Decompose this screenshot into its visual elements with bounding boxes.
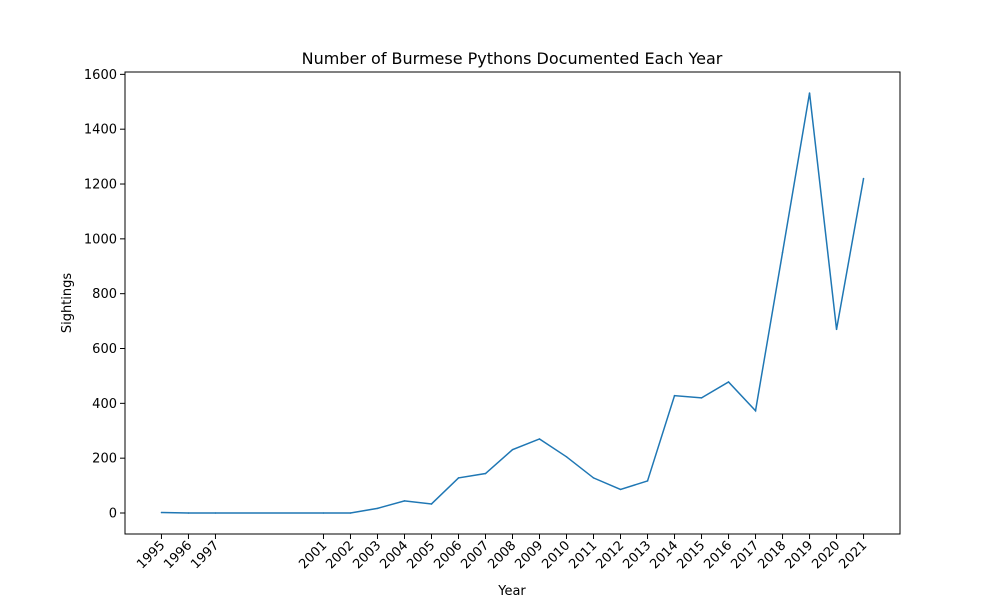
y-tick-label: 1400 — [84, 123, 117, 138]
x-tick-label: 2019 — [782, 538, 816, 572]
data-point — [646, 480, 649, 482]
x-tick-label: 2008 — [485, 538, 519, 572]
y-axis: 0 200 400 600 800 1000 1200 1400 1600 — [84, 68, 125, 522]
y-tick-label: 1000 — [84, 232, 117, 247]
chart-title: Number of Burmese Pythons Documented Eac… — [302, 49, 723, 68]
x-tick-label: 2012 — [593, 538, 627, 572]
x-tick-label: 2003 — [350, 538, 384, 572]
x-tick-label: 2007 — [458, 538, 492, 572]
x-tick-label: 2021 — [836, 538, 870, 572]
x-tick-label: 2001 — [296, 538, 330, 572]
data-point — [727, 381, 730, 383]
x-tick-label: 2005 — [404, 538, 438, 572]
data-point — [862, 177, 865, 180]
x-tick-label: 1996 — [161, 538, 195, 572]
data-point — [187, 512, 190, 514]
data-point — [511, 448, 514, 451]
data-point — [808, 92, 811, 94]
x-tick-label: 2013 — [620, 538, 654, 572]
data-point — [673, 394, 676, 397]
data-point — [484, 472, 487, 475]
data-point — [781, 251, 784, 254]
data-point — [835, 328, 838, 331]
x-tick-label: 2020 — [809, 538, 843, 572]
data-point — [700, 397, 703, 399]
y-tick-label: 1200 — [84, 178, 117, 193]
x-tick-label: 2004 — [377, 538, 411, 572]
x-tick-label: 1997 — [188, 538, 222, 572]
y-tick-label: 600 — [92, 342, 117, 357]
x-tick-label: 2017 — [728, 538, 762, 572]
x-tick-label: 2002 — [323, 538, 357, 572]
y-axis-label: Sightings — [60, 273, 75, 334]
x-tick-label: 2016 — [701, 538, 735, 572]
data-point — [214, 512, 217, 514]
plot-frame — [124, 71, 901, 535]
series-layer — [160, 92, 865, 514]
data-point — [565, 456, 568, 458]
data-point — [754, 409, 757, 412]
data-point — [457, 477, 460, 479]
data-point — [619, 488, 622, 491]
y-tick-label: 200 — [92, 452, 117, 467]
data-point — [349, 512, 352, 514]
data-point — [376, 507, 379, 510]
x-tick-label: 2010 — [539, 538, 573, 572]
y-tick-label: 400 — [92, 397, 117, 412]
y-tick-label: 800 — [92, 287, 117, 302]
data-point — [538, 438, 541, 440]
data-point — [160, 511, 163, 514]
series-line — [161, 92, 865, 514]
data-point — [403, 500, 406, 502]
data-point — [322, 512, 325, 514]
data-point — [430, 503, 433, 505]
y-tick-label: 1600 — [84, 68, 117, 83]
x-tick-label: 2015 — [674, 538, 708, 572]
x-tick-label: 1995 — [134, 538, 168, 572]
y-tick-label: 0 — [109, 507, 117, 522]
x-axis-label: Year — [497, 584, 526, 599]
x-tick-label: 2011 — [566, 538, 600, 572]
x-tick-label: 2009 — [512, 538, 546, 572]
x-tick-label: 2014 — [647, 538, 681, 572]
x-tick-label: 2018 — [755, 538, 789, 572]
data-point — [592, 477, 595, 479]
x-tick-label: 2006 — [431, 538, 465, 572]
